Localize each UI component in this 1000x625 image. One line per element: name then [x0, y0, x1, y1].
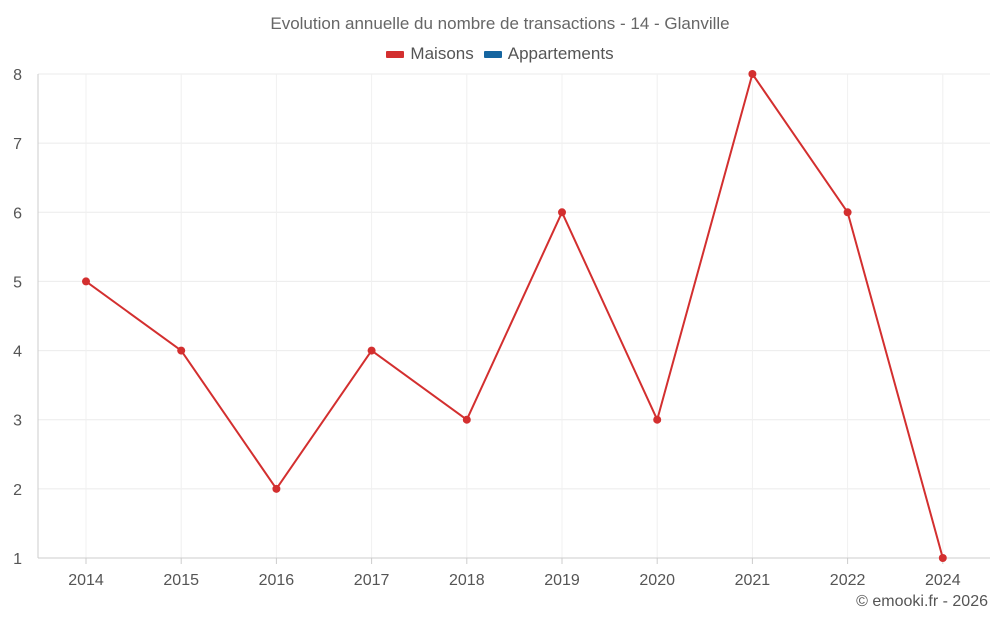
y-tick-label-6: 6: [13, 205, 22, 222]
data-point-2016: [272, 484, 281, 493]
chart-title: Evolution annuelle du nombre de transact…: [270, 14, 730, 33]
x-tick-label-2015: 2015: [163, 572, 199, 589]
y-tick-label-3: 3: [13, 413, 22, 430]
legend-swatch-appartements: [483, 50, 502, 58]
legend-swatch-maisons: [386, 50, 405, 58]
y-tick-label-2: 2: [13, 482, 22, 499]
y-tick-label-5: 5: [13, 274, 22, 291]
x-tick-label-2018: 2018: [449, 572, 485, 589]
legend: Maisons Appartements: [0, 44, 1000, 64]
series-maisons: [82, 70, 947, 562]
legend-item-appartements[interactable]: Appartements: [483, 44, 614, 64]
x-tick-label-2021: 2021: [735, 572, 771, 589]
data-point-2014: [82, 277, 90, 286]
x-tick-label-2020: 2020: [639, 572, 675, 589]
x-tick-label-2022: 2022: [830, 572, 866, 589]
y-tick-label-8: 8: [13, 67, 22, 84]
x-tick-label-2017: 2017: [354, 572, 390, 589]
data-point-2017: [367, 346, 376, 355]
legend-label-maisons: Maisons: [410, 44, 474, 63]
x-tick-label-2019: 2019: [544, 572, 580, 589]
legend-label-appartements: Appartements: [507, 44, 614, 63]
y-tick-label-4: 4: [13, 344, 22, 361]
legend-item-maisons[interactable]: Maisons: [386, 44, 474, 64]
data-point-2020: [653, 415, 662, 424]
y-tick-label-7: 7: [13, 136, 22, 153]
data-point-2015: [177, 346, 186, 355]
x-tick-label-2014: 2014: [68, 572, 104, 589]
x-tick-label-2016: 2016: [259, 572, 295, 589]
grid: [38, 73, 990, 558]
data-point-2021: [748, 70, 757, 78]
data-point-2019: [558, 208, 566, 217]
data-point-2018: [462, 415, 471, 424]
series-line-maisons: [85, 73, 944, 559]
data-point-2022: [843, 208, 852, 217]
axes: 1 2 3 4 5 6 7 8 2014 2015 2016 2017 2018 2019 2020 2021…: [13, 67, 990, 589]
data-point-2024: [938, 554, 947, 562]
x-tick-label-2024: 2024: [925, 572, 961, 589]
credit-text: © emooki.fr - 2026: [856, 593, 988, 610]
y-tick-label-1: 1: [13, 551, 22, 568]
